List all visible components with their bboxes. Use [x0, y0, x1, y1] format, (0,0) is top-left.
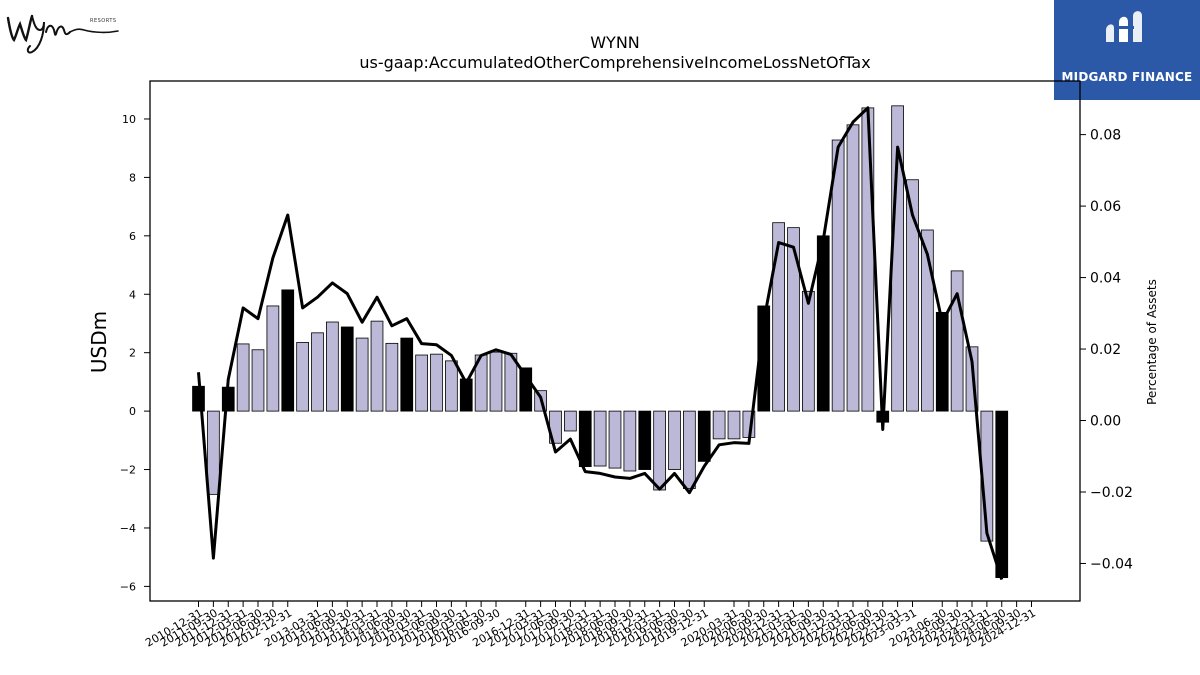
bar: [608, 410, 622, 469]
bar: [846, 124, 860, 412]
bar: [772, 222, 785, 412]
y-tick-label: −6: [120, 580, 136, 593]
y-tick-label: 2: [129, 347, 136, 360]
bar: [683, 410, 696, 489]
bar: [668, 410, 681, 470]
y2-tick-label: 0.02: [1090, 342, 1121, 358]
bar: [564, 410, 577, 432]
chart-title: WYNN: [590, 33, 640, 52]
y-tick-label: 0: [129, 405, 136, 418]
y-axis-label: USDm: [87, 311, 111, 373]
midgard-finance-label: MIDGARD FINANCE: [1061, 70, 1193, 84]
bar: [712, 410, 726, 440]
y2-tick-label: 0.06: [1090, 199, 1121, 215]
bar: [415, 354, 428, 412]
bar: [385, 342, 399, 412]
y2-tick-label: 0.08: [1090, 128, 1121, 144]
bar: [802, 290, 815, 412]
y-tick-label: 6: [129, 230, 136, 243]
bar: [965, 346, 979, 412]
bar: [400, 337, 414, 412]
midgard-finance-logo: MIDGARD FINANCE: [1054, 0, 1200, 100]
bar: [861, 107, 875, 412]
y-tick-label: 10: [122, 113, 136, 126]
bar: [311, 332, 324, 412]
bar: [653, 410, 666, 491]
bar: [995, 410, 1009, 579]
y2-tick-label: −0.04: [1090, 556, 1133, 572]
bar: [831, 139, 845, 412]
bar: [727, 410, 741, 440]
bar: [935, 311, 949, 412]
bar: [281, 289, 295, 412]
y-tick-label: 4: [129, 288, 136, 301]
y2-tick-label: −0.02: [1090, 485, 1133, 501]
bar: [578, 410, 592, 468]
y2-tick-label: 0.00: [1090, 414, 1121, 430]
chart-subtitle: us-gaap:AccumulatedOtherComprehensiveInc…: [359, 53, 870, 72]
bar: [697, 410, 711, 462]
bar: [445, 360, 458, 412]
bar: [519, 367, 533, 412]
plot-area: −6 −4 −2 0 2 4 6 8 10 −0.04 −0.02 0.00 0.02 0.04 0.06 0…: [120, 105, 1133, 650]
bar: [489, 351, 503, 412]
bar: [326, 321, 339, 412]
y-tick-label: −2: [120, 464, 136, 477]
bar: [906, 179, 919, 412]
wynn-logo-sub: RESORTS: [90, 18, 117, 24]
bar: [236, 343, 250, 412]
bar: [459, 378, 473, 412]
wynn-logo: RESORTS: [0, 0, 130, 62]
bar: [251, 349, 265, 412]
plot-frame: [149, 80, 1081, 602]
bar: [638, 410, 652, 470]
bar: [207, 410, 220, 495]
bar: [623, 410, 637, 472]
bar: [787, 227, 800, 412]
bar: [355, 337, 369, 412]
bar: [430, 353, 443, 412]
y-tick-label: 8: [129, 171, 136, 184]
y-tick-label: −4: [120, 522, 136, 535]
bar: [921, 229, 934, 412]
bar: [593, 410, 607, 467]
bar: [370, 320, 384, 412]
percentage-line: [197, 106, 1004, 581]
bar: [266, 305, 280, 412]
y2-tick-label: 0.04: [1090, 271, 1121, 287]
y2-axis-label: Percentage of Assets: [1145, 279, 1159, 405]
bar: [296, 342, 309, 412]
bar: [950, 270, 964, 412]
bar: [340, 326, 354, 412]
